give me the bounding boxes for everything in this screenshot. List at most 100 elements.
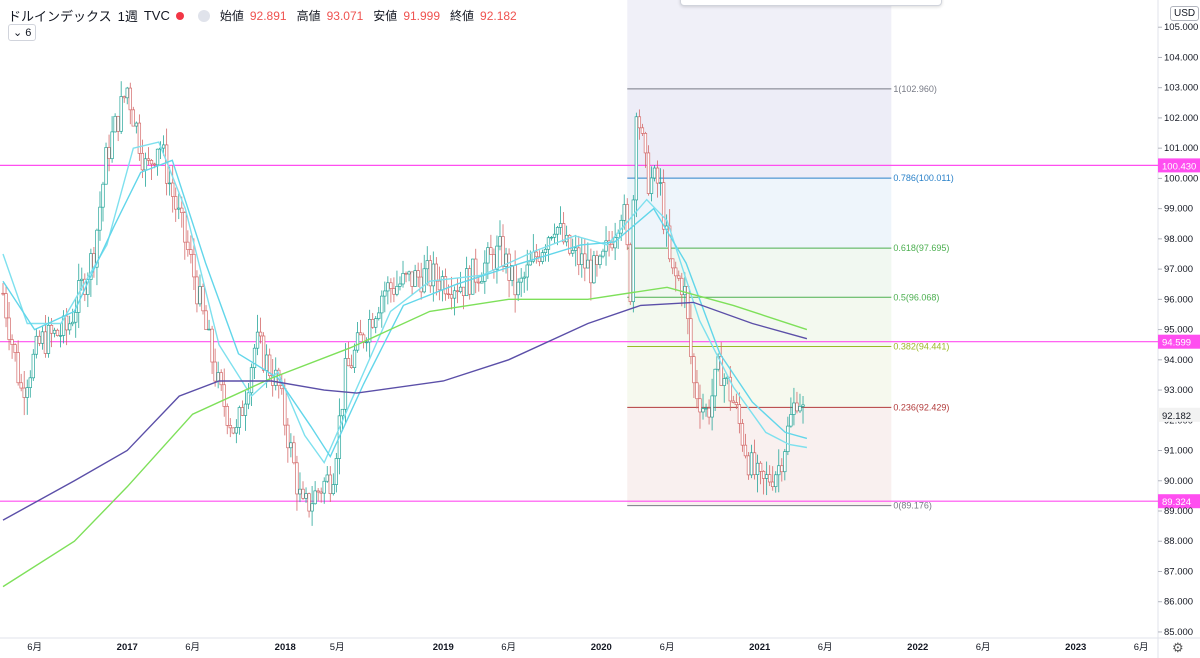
chart-legend: ドルインデックス 1週 TVC 始値 92.891 高値 93.071 安値 91.9… <box>8 6 517 25</box>
fib-level-label: 0.236(92.429) <box>893 402 949 412</box>
candle-body <box>710 395 714 418</box>
y-tick-label: 105.000 <box>1164 22 1198 33</box>
candle-body <box>107 147 111 159</box>
candle-body <box>498 236 502 247</box>
candle-body <box>201 286 205 312</box>
candle-body <box>322 480 326 494</box>
candle-body <box>149 160 154 165</box>
x-tick-label: 2023 <box>1065 642 1086 653</box>
candle-body <box>171 182 175 197</box>
candle-body <box>671 258 675 269</box>
candle-body <box>701 408 705 413</box>
chevron-down-icon: ⌄ <box>13 27 23 39</box>
x-tick-label: 2019 <box>433 642 454 653</box>
candle-body <box>474 258 478 283</box>
candle-body <box>595 255 599 265</box>
candle-body <box>355 332 360 351</box>
candle-body <box>580 253 584 266</box>
candle-body <box>52 329 57 334</box>
candle-body <box>28 377 32 388</box>
candle-body <box>452 290 457 299</box>
gear-icon[interactable]: ⚙ <box>1172 640 1184 655</box>
candle-body <box>761 471 766 479</box>
candle-body <box>765 474 769 479</box>
candle-body <box>101 183 105 208</box>
candle-body <box>455 290 460 293</box>
candle-body <box>295 462 299 495</box>
candle-body <box>680 277 684 296</box>
candle-body <box>577 247 581 266</box>
y-tick-label: 101.000 <box>1164 143 1198 154</box>
y-tick-label: 86.000 <box>1164 597 1193 608</box>
candle-body <box>528 260 532 266</box>
candle-body <box>383 290 387 297</box>
candle-body <box>801 404 805 407</box>
hline-price-label: 89.324 <box>1158 494 1200 509</box>
candle-body <box>189 249 193 255</box>
fib-zone-top <box>627 0 892 89</box>
candle-body <box>519 277 523 283</box>
candle-body <box>22 387 26 398</box>
candle-body <box>483 262 487 282</box>
status-dot-icon <box>175 11 184 20</box>
hline-label-bg <box>1158 158 1200 173</box>
symbol-name[interactable]: ドルインデックス <box>8 9 112 24</box>
candle-body <box>437 280 442 291</box>
candle-body <box>425 260 429 270</box>
candle-body <box>280 385 284 390</box>
candle-body <box>283 388 287 426</box>
candle-body <box>568 234 572 254</box>
visibility-icon[interactable] <box>197 9 210 22</box>
candle-body <box>361 334 366 343</box>
candle-body <box>601 250 605 257</box>
hline-price-label: 100.430 <box>1158 158 1200 173</box>
candle-body <box>55 329 60 336</box>
candle-body <box>307 493 311 512</box>
candle-body <box>510 265 514 281</box>
candle-body <box>177 207 181 210</box>
candle-body <box>192 253 196 278</box>
y-tick-label: 98.000 <box>1164 234 1193 245</box>
x-tick-label: 2017 <box>117 642 138 653</box>
candle-body <box>722 378 726 386</box>
interval-label[interactable]: 1週 <box>117 9 138 24</box>
fib-zone <box>627 407 892 506</box>
candle-body <box>734 402 738 406</box>
low-label: 安値 <box>373 9 398 23</box>
hline-label-text: 100.430 <box>1162 161 1196 172</box>
currency-badge[interactable]: USD <box>1170 6 1200 21</box>
candle-body <box>625 204 629 246</box>
drawing-toolbar-popup[interactable] <box>680 0 942 6</box>
y-tick-label: 85.000 <box>1164 627 1193 638</box>
moving-average-line <box>2 301 808 521</box>
candle-body <box>13 344 17 353</box>
candle-body <box>698 398 702 413</box>
candle-body <box>131 109 135 127</box>
y-tick-label: 103.000 <box>1164 83 1198 94</box>
fib-zone <box>627 88 892 179</box>
candle-body <box>583 253 587 269</box>
candle-body <box>161 144 166 149</box>
candle-body <box>386 282 390 292</box>
candle-body <box>401 273 405 285</box>
candle-body <box>516 281 520 296</box>
candle-body <box>213 361 217 382</box>
candle-body <box>210 328 214 363</box>
candle-body <box>634 116 638 201</box>
candle-body <box>410 271 414 287</box>
candle-body <box>674 267 678 277</box>
candle-body <box>677 275 681 279</box>
candle-body <box>534 251 538 258</box>
indicator-toggle[interactable]: ⌄ 6 <box>8 24 37 41</box>
candle-body <box>316 490 320 493</box>
candle-body <box>449 294 454 299</box>
candle-body <box>792 402 796 415</box>
candle-body <box>228 425 232 429</box>
candle-body <box>755 462 760 475</box>
fib-level-label: 0(89.176) <box>893 501 932 511</box>
candle-body <box>95 229 99 268</box>
candle-body <box>119 96 123 132</box>
candle-body <box>413 270 417 287</box>
